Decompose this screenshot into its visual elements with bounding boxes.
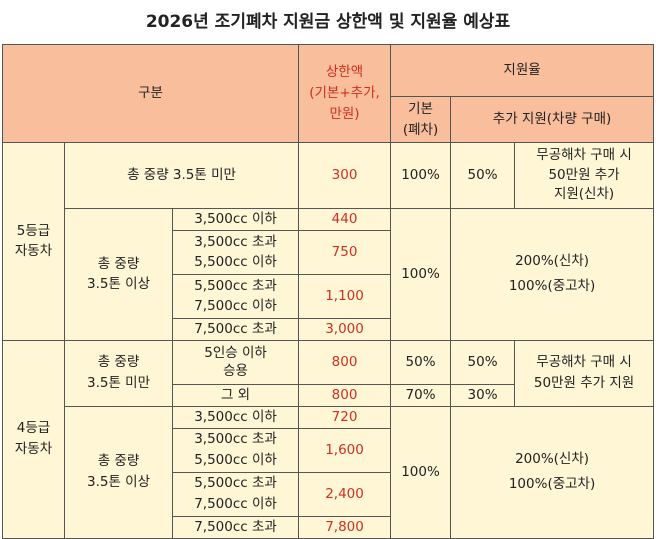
grade5-cc-2: 3,500cc 초과 5,500cc 이하 [171, 229, 300, 275]
grade4-add-pct-1: 50% [450, 339, 516, 385]
grade4-label: 4등급 자동차 [2, 339, 65, 539]
grade5-over-weight: 총 중량 3.5톤 이상 [64, 208, 173, 341]
grade4-cc-4: 7,500cc 초과 [171, 515, 300, 539]
grade4-amount-4: 1,600 [298, 427, 392, 473]
grade4-over-weight: 총 중량 3.5톤 이상 [64, 405, 173, 539]
grade5-cc-4: 7,500cc 초과 [171, 317, 300, 341]
grade5-under-add-note: 무공해차 구매 시 50만원 추가 지원(신차) [514, 142, 655, 209]
grade5-under-basic: 100% [390, 142, 452, 209]
grade4-amount-3: 720 [298, 405, 392, 429]
grade5-cc-3: 5,500cc 초과 7,500cc 이하 [171, 273, 300, 319]
header-category: 구분 [1, 44, 300, 143]
grade4-amount-6: 7,800 [298, 515, 392, 539]
header-max-amount: 상한액 (기본+추가, 만원) [298, 44, 392, 143]
grade5-over-basic: 100% [390, 208, 452, 341]
grade5-under-amount: 300 [298, 142, 392, 209]
grade4-basic-2: 70% [390, 383, 452, 407]
grade4-amount-2: 800 [298, 383, 392, 407]
grade4-add-pct-2: 30% [450, 383, 516, 407]
grade4-amount-5: 2,400 [298, 471, 392, 517]
grade4-amount-1: 800 [298, 339, 392, 385]
grade5-over-additional: 200%(신차) 100%(중고차) [450, 208, 655, 341]
header-basic: 기본 (폐차) [390, 96, 452, 143]
grade4-cc-2: 3,500cc 초과 5,500cc 이하 [171, 427, 300, 473]
header-support-rate: 지원율 [390, 44, 655, 97]
grade5-amount-2: 750 [298, 229, 392, 275]
grade4-under-add-note: 무공해차 구매 시 50만원 추가 지원 [514, 339, 655, 407]
grade5-amount-4: 3,000 [298, 317, 392, 341]
grade5-under-add-pct: 50% [450, 142, 516, 209]
grade5-amount-1: 440 [298, 208, 392, 231]
grade5-under-weight: 총 중량 3.5톤 미만 [63, 142, 300, 209]
grade4-cc-3: 5,500cc 초과 7,500cc 이하 [171, 471, 300, 517]
grade5-amount-3: 1,100 [298, 273, 392, 319]
grade4-under-weight: 총 중량 3.5톤 미만 [64, 339, 173, 407]
grade4-type-2: 그 외 [171, 383, 300, 407]
subsidy-table: 구분 상한액 (기본+추가, 만원) 지원율 기본 (폐차) 추가 지원(차량 … [1, 44, 655, 539]
grade5-cc-1: 3,500cc 이하 [171, 208, 300, 231]
grade4-over-basic: 100% [390, 405, 452, 539]
header-additional: 추가 지원(차량 구매) [450, 96, 655, 143]
grade4-over-additional: 200%(신차) 100%(중고차) [450, 405, 655, 539]
grade4-type-1: 5인승 이하 승용 [171, 339, 300, 385]
grade5-label: 5등급 자동차 [2, 142, 65, 341]
page-title: 2026년 조기폐차 지원금 상한액 및 지원율 예상표 [145, 12, 511, 32]
grade4-basic-1: 50% [390, 339, 452, 385]
grade4-cc-1: 3,500cc 이하 [171, 405, 300, 429]
